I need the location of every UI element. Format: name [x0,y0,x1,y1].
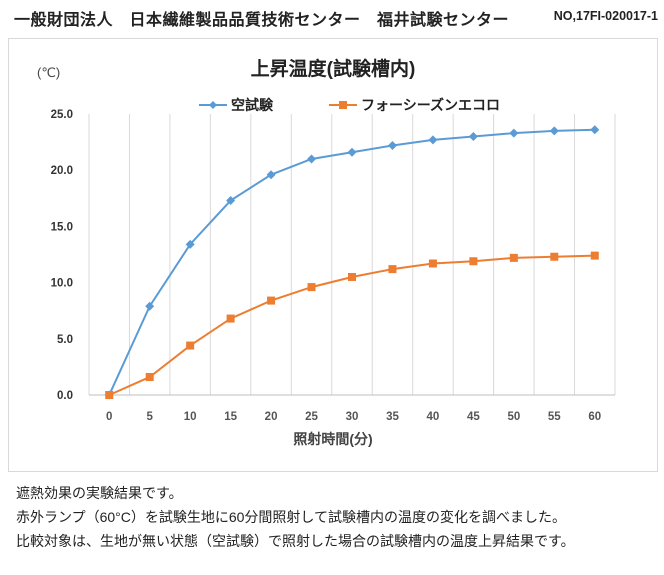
data-point-diamond [347,147,357,157]
data-point-square [307,283,316,292]
legend-square-marker [339,101,347,109]
data-point-square [388,265,397,274]
legend-label: フォーシーズンエコロ [361,97,500,113]
data-point-diamond [226,196,236,206]
y-tick-label: 20.0 [51,165,73,177]
y-tick-label: 10.0 [51,278,73,290]
x-tick-label: 5 [146,411,153,423]
chart-container: 上昇温度(試験槽内) (℃) 空試験 フォーシーズンエコロ 0.0 5.0 10.0 15.0… [8,38,658,472]
data-point-square [469,257,478,266]
legend-label: 空試験 [231,97,274,113]
y-tick-label: 15.0 [51,221,73,233]
data-point-square [145,373,154,382]
data-point-diamond [387,140,397,150]
x-tick-label: 15 [224,411,237,423]
y-tick-label: 25.0 [51,109,73,121]
document-number: NO,17FI-020017-1 [553,9,658,23]
data-point-diamond [590,125,600,135]
data-point-square [267,296,276,305]
data-point-diamond [509,128,519,138]
note-line: 赤外ランプ（60°C）を試験生地に60分間照射して試験槽内の温度の変化を調べまし… [16,509,567,525]
x-tick-label: 55 [548,411,561,423]
x-tick-label: 20 [265,411,278,423]
data-point-square [590,251,599,260]
y-tick-label: 0.0 [57,390,73,402]
header: 一般財団法人 日本繊維製品品質技術センター 福井試験センター NO,17FI-0… [14,6,658,30]
series-line [108,128,595,396]
y-axis-unit: (℃) [37,65,60,80]
data-point-square [226,314,235,323]
x-tick-label: 25 [305,411,318,423]
x-axis-title: 照射時間(分) [293,431,372,447]
data-point-square [186,341,195,350]
note-line: 遮熱効果の実験結果です。 [16,485,183,501]
data-point-diamond [549,126,559,136]
x-tick-label: 50 [507,411,520,423]
y-tick-label: 5.0 [57,334,73,346]
data-point-square [509,253,518,262]
x-tick-label: 60 [588,411,601,423]
data-point-diamond [428,135,438,145]
data-point-square [550,252,559,261]
legend-diamond-marker [209,101,217,109]
x-tick-label: 30 [346,411,359,423]
notes: 遮熱効果の実験結果です。 赤外ランプ（60°C）を試験生地に60分間照射して試験… [16,481,575,553]
x-tick-label: 40 [427,411,440,423]
organization-name: 一般財団法人 日本繊維製品品質技術センター 福井試験センター [14,12,510,29]
data-point-diamond [468,131,478,141]
x-tick-label: 10 [184,411,197,423]
x-tick-label: 0 [106,411,112,423]
data-point-diamond [307,154,317,164]
line-chart: 上昇温度(試験槽内) (℃) 空試験 フォーシーズンエコロ 0.0 5.0 10.0 15.0… [37,57,616,447]
data-point-diamond [185,239,195,249]
x-tick-label: 45 [467,411,480,423]
data-point-diamond [266,170,276,180]
data-point-square [105,391,114,399]
chart-title: 上昇温度(試験槽内) [251,57,416,80]
x-tick-label: 35 [386,411,399,423]
data-point-diamond [145,301,155,311]
note-line: 比較対象は、生地が無い状態（空試験）で照射した場合の試験槽内の温度上昇結果です。 [16,533,575,549]
data-point-square [428,259,437,268]
data-point-square [348,272,356,281]
